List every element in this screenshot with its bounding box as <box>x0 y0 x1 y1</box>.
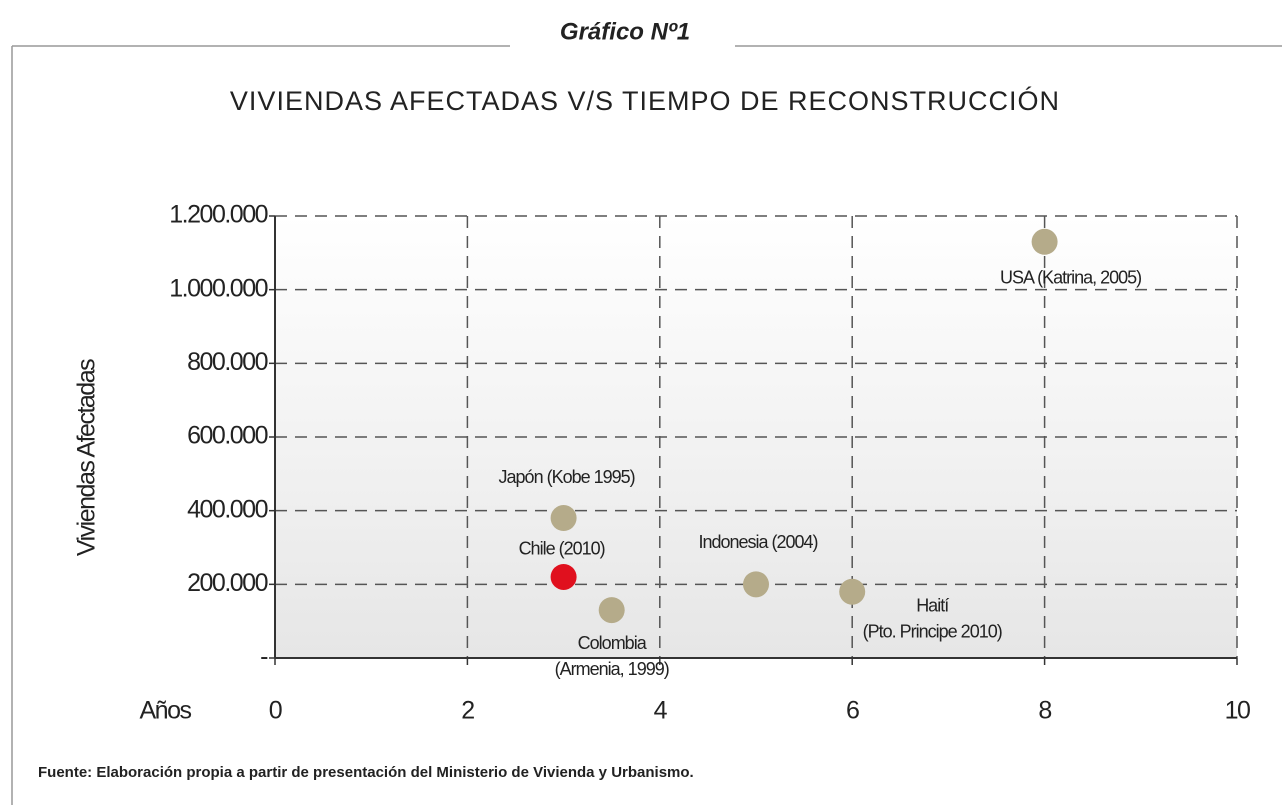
y-tick-label: 400.000 <box>187 495 267 523</box>
point <box>1031 228 1058 255</box>
point <box>839 578 866 605</box>
x-tick-label: 10 <box>1225 697 1250 725</box>
point-label: USA (Katrina, 2005) <box>1000 268 1141 288</box>
x-tick-label: 2 <box>461 697 474 725</box>
point-label: Indonesia (2004) <box>698 532 817 552</box>
point-label: Chile (2010) <box>519 539 605 559</box>
y-tick-label: 200.000 <box>187 569 267 597</box>
point-label: Colombia <box>578 633 648 653</box>
x-tick-label: 0 <box>269 697 282 725</box>
header: Gráfico Nº1 <box>560 18 690 45</box>
y-tick-label: - <box>260 643 268 671</box>
x-tick-label: 4 <box>654 697 668 725</box>
point <box>598 597 625 624</box>
point-label: (Armenia, 1999) <box>555 659 669 679</box>
point-label: Japón (Kobe 1995) <box>499 467 635 487</box>
point <box>743 571 769 598</box>
y-tick-label: 1.000.000 <box>169 274 267 302</box>
x-tick-label: 8 <box>1038 697 1051 725</box>
chart-title: VIVIENDAS AFECTADAS V/S TIEMPO DE RECONS… <box>230 85 1060 116</box>
y-tick-label: 800.000 <box>187 348 267 376</box>
y-tick-label: 1.200.000 <box>169 201 267 229</box>
source: Fuente: Elaboración propia a partir de p… <box>38 764 694 781</box>
x-axis-label: Años <box>140 697 192 725</box>
y-axis-label: Viviendas Afectadas <box>73 359 101 556</box>
point <box>550 505 577 532</box>
point <box>550 563 577 590</box>
x-tick-label: 6 <box>846 697 859 725</box>
y-tick-label: 600.000 <box>187 422 267 450</box>
point-label: (Pto. Principe 2010) <box>863 621 1002 641</box>
point-label: Haití <box>916 595 949 615</box>
